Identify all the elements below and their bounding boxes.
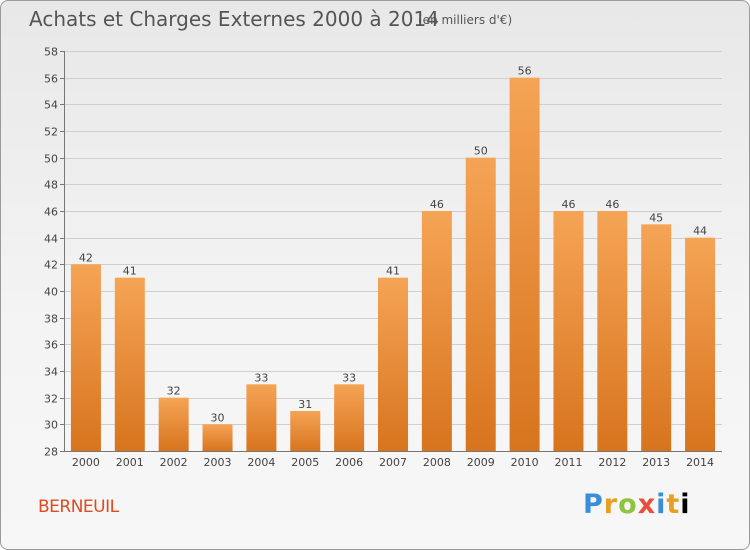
x-tick-label: 2009	[467, 456, 495, 469]
bar-2001	[114, 277, 145, 451]
bar-2003	[202, 424, 233, 451]
bar-2013	[641, 224, 672, 451]
data-label: 56	[518, 65, 532, 78]
x-tick-label: 2000	[72, 456, 100, 469]
data-label: 41	[123, 265, 137, 278]
y-tick-label: 54	[44, 99, 58, 112]
data-label: 30	[211, 411, 225, 424]
x-tick-label: 2005	[291, 456, 319, 469]
data-label: 45	[649, 211, 663, 224]
proxiti-logo[interactable]: Proxiti	[583, 489, 691, 520]
y-tick-label: 34	[44, 366, 58, 379]
x-tick-label: 2014	[686, 456, 714, 469]
y-tick-label: 38	[44, 313, 58, 326]
bars	[70, 77, 716, 452]
data-label: 44	[693, 225, 707, 238]
data-label: 46	[605, 198, 619, 211]
x-tick-label: 2006	[335, 456, 363, 469]
commune-name: BERNEUIL	[38, 497, 119, 517]
logo-letter: i	[656, 489, 667, 520]
x-tick-label: 2011	[554, 456, 582, 469]
y-tick-label: 46	[44, 206, 58, 219]
bar-2007	[378, 277, 408, 451]
y-tick-label: 58	[44, 46, 58, 59]
data-label: 46	[430, 198, 444, 211]
logo-letter: P	[583, 489, 604, 520]
logo-letter: i	[680, 489, 691, 520]
x-tick-label: 2013	[642, 456, 670, 469]
y-tick-label: 50	[44, 153, 58, 166]
x-tick-label: 2007	[379, 456, 407, 469]
bar-2006	[334, 384, 365, 451]
x-tick-label: 2002	[160, 456, 188, 469]
bar-2004	[246, 384, 277, 451]
x-tick-label: 2008	[423, 456, 451, 469]
x-tick-label: 2004	[247, 456, 275, 469]
logo-letter: r	[603, 489, 619, 520]
bar-2010	[509, 77, 540, 452]
logo-letter: t	[666, 489, 681, 520]
bar-2005	[290, 411, 321, 451]
y-tick-label: 32	[44, 393, 58, 406]
data-label: 32	[167, 385, 181, 398]
bar-2009	[465, 157, 496, 451]
y-tick-label: 30	[44, 419, 58, 432]
data-label: 46	[561, 198, 575, 211]
data-label: 33	[342, 371, 356, 384]
y-tick-label: 52	[44, 126, 58, 139]
bar-2012	[597, 211, 628, 451]
bar-2000	[70, 264, 101, 451]
data-label: 33	[254, 371, 268, 384]
y-tick-label: 56	[44, 73, 58, 86]
chart-subtitle: (en milliers d'€)	[418, 13, 513, 27]
logo-letter: x	[637, 489, 657, 520]
labels: 28 30 32 34 36 38 40 42 44 46 48 50 52 54 56 58 42 2000 41…	[44, 46, 714, 470]
x-tick-label: 2010	[511, 456, 539, 469]
logo-letter: o	[618, 489, 638, 520]
bar-2002	[158, 397, 189, 451]
y-tick-label: 48	[44, 179, 58, 192]
y-tick-label: 42	[44, 259, 58, 272]
bar-2008	[421, 211, 452, 451]
data-label: 41	[386, 265, 400, 278]
y-tick-label: 40	[44, 286, 58, 299]
x-tick-label: 2001	[116, 456, 144, 469]
chart-title: Achats et Charges Externes 2000 à 2014	[29, 7, 439, 31]
x-tick-label: 2012	[598, 456, 626, 469]
y-tick-label: 44	[44, 233, 58, 246]
data-label: 50	[474, 145, 488, 158]
data-label: 42	[79, 251, 93, 264]
bar-2014	[685, 237, 716, 451]
bar-2011	[553, 211, 584, 451]
x-tick-label: 2003	[204, 456, 232, 469]
data-label: 31	[298, 398, 312, 411]
y-tick-label: 28	[44, 446, 58, 459]
axes	[60, 51, 722, 452]
y-tick-label: 36	[44, 339, 58, 352]
